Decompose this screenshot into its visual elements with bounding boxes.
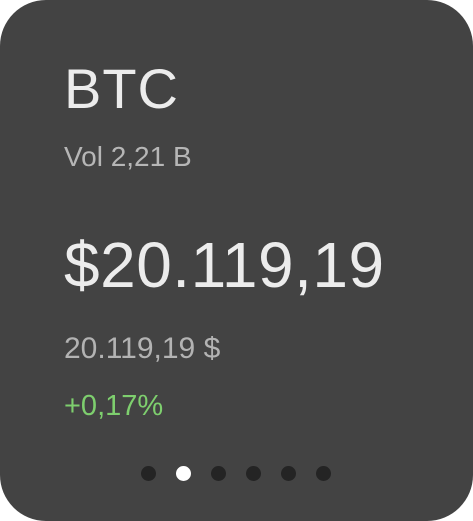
page-dot-3[interactable] [211, 465, 226, 481]
page-dot-5[interactable] [281, 465, 296, 481]
page-dot-1[interactable] [141, 465, 156, 481]
price-change-percent: +0,17% [64, 390, 164, 422]
page-dot-2[interactable] [176, 465, 191, 481]
price-primary: $20.119,19 [64, 229, 385, 301]
page-dot-6[interactable] [316, 465, 331, 481]
price-secondary: 20.119,19 $ [64, 332, 221, 365]
page-indicator [141, 465, 331, 481]
ticker-symbol: BTC [64, 57, 179, 120]
page-dot-4[interactable] [246, 465, 261, 481]
trading-volume: Vol 2,21 B [64, 141, 192, 172]
